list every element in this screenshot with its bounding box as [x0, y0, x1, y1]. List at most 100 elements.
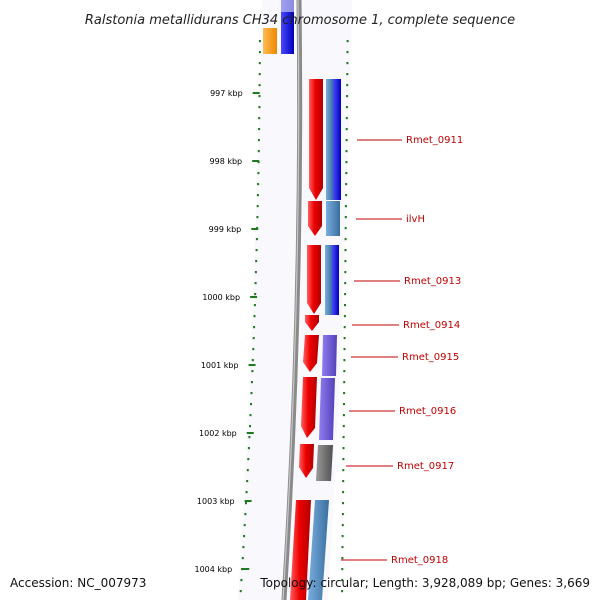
guide-dot-outer — [341, 546, 344, 549]
guide-dot-inner — [253, 304, 256, 307]
cds-arrow-rmet-0914[interactable] — [305, 315, 319, 331]
guide-dot-outer — [346, 84, 349, 87]
guide-dot-outer — [341, 513, 344, 516]
accession-text: Accession: NC_007973 — [10, 576, 146, 590]
guide-dot-inner — [241, 568, 244, 571]
guide-dot-inner — [251, 359, 254, 362]
guide-dot-outer — [341, 568, 344, 571]
guide-dot-outer — [345, 139, 348, 142]
guide-dot-inner — [244, 513, 247, 516]
guide-dot-inner — [255, 260, 258, 263]
gene-label[interactable]: Rmet_0915 — [402, 352, 459, 363]
guide-dot-inner — [254, 293, 257, 296]
gene-label[interactable]: Rmet_0911 — [406, 135, 463, 146]
guide-dot-inner — [249, 414, 252, 417]
cds-arrow-rmet-0917[interactable] — [299, 444, 314, 478]
ruler-tick-label: 1001 kbp — [201, 361, 239, 370]
gene-label[interactable]: Rmet_0917 — [397, 461, 454, 472]
guide-dot-inner — [258, 40, 261, 43]
guide-dot-inner — [243, 535, 246, 538]
guide-dot-inner — [247, 458, 250, 461]
sequence-backbone — [281, 0, 303, 600]
guide-dot-inner — [245, 502, 247, 505]
guide-dot-outer — [343, 326, 346, 329]
guide-dot-inner — [257, 183, 260, 186]
purple-feature-rmet-0915[interactable] — [322, 335, 337, 376]
orange-feature-top — [263, 28, 277, 54]
guide-dot-inner — [245, 491, 248, 494]
guide-dot-inner — [243, 524, 246, 527]
guide-dot-outer — [344, 227, 347, 230]
guide-dot-outer — [342, 414, 345, 417]
guide-dot-outer — [346, 73, 349, 76]
guide-dot-inner — [252, 337, 255, 340]
guide-dot-inner — [241, 557, 244, 560]
gene-label[interactable]: Rmet_0918 — [391, 555, 448, 566]
ruler-tick-label: 1003 kbp — [197, 497, 235, 506]
blue-feature-rmet-0911[interactable] — [333, 79, 341, 200]
ruler-tick-label: 1004 kbp — [195, 565, 233, 574]
guide-dot-outer — [341, 579, 344, 582]
guide-dot-outer — [341, 524, 344, 527]
guide-dot-tracks — [239, 40, 349, 593]
guide-dot-outer — [345, 117, 348, 120]
guide-dot-outer — [341, 557, 344, 560]
steel-feature-ilvh[interactable] — [326, 201, 340, 236]
cds-arrow-rmet-0918[interactable] — [290, 500, 311, 600]
guide-dot-inner — [257, 161, 260, 164]
cds-arrow-ilvh[interactable] — [308, 201, 322, 236]
guide-dot-outer — [345, 183, 348, 186]
guide-dot-inner — [256, 194, 259, 197]
steel-feature-rmet-0913[interactable] — [325, 245, 332, 315]
blue-feature-rmet-0913[interactable] — [332, 245, 339, 315]
guide-dot-outer — [343, 315, 346, 318]
gene-label[interactable]: ilvH — [406, 214, 425, 225]
guide-dot-outer — [341, 535, 344, 538]
guide-dot-inner — [250, 392, 253, 395]
guide-dot-outer — [342, 425, 345, 428]
guide-dot-inner — [248, 436, 251, 439]
guide-dot-inner — [257, 139, 260, 142]
steel-feature-rmet-0911[interactable] — [326, 79, 333, 200]
guide-dot-inner — [255, 249, 258, 252]
guide-dot-inner — [240, 579, 243, 582]
guide-dot-outer — [343, 381, 346, 384]
cds-arrow-rmet-0915[interactable] — [303, 335, 319, 372]
chart-title: Ralstonia metallidurans CH34 chromosome … — [85, 13, 515, 28]
guide-dot-inner — [258, 51, 261, 54]
guide-dot-inner — [239, 590, 242, 593]
guide-dot-inner — [258, 128, 261, 131]
guide-dot-outer — [342, 447, 345, 450]
guide-dot-inner — [252, 348, 255, 351]
guide-dot-inner — [253, 326, 256, 329]
guide-dot-outer — [344, 260, 347, 263]
cds-arrow-rmet-0916[interactable] — [301, 377, 317, 438]
guide-dot-inner — [250, 403, 252, 406]
guide-dot-outer — [345, 161, 348, 164]
gene-label[interactable]: Rmet_0916 — [399, 406, 456, 417]
purple-feature-rmet-0916[interactable] — [319, 378, 335, 440]
gene-label[interactable]: Rmet_0913 — [404, 276, 461, 287]
guide-dot-outer — [345, 106, 348, 109]
guide-dot-inner — [258, 95, 261, 98]
guide-dot-outer — [344, 249, 347, 252]
gene-label[interactable]: Rmet_0914 — [403, 320, 460, 331]
guide-dot-outer — [342, 491, 345, 494]
cds-arrow-rmet-0913[interactable] — [307, 245, 321, 314]
gray-feature-rmet-0917[interactable] — [316, 445, 333, 481]
guide-dot-outer — [341, 590, 344, 593]
guide-dot-inner — [258, 106, 261, 109]
ruler-tick-label: 998 kbp — [210, 157, 243, 166]
guide-dot-outer — [346, 62, 349, 65]
guide-dot-inner — [258, 84, 261, 87]
cds-arrow-rmet-0911[interactable] — [309, 79, 323, 200]
guide-dot-inner — [242, 546, 245, 549]
guide-dot-inner — [255, 238, 258, 241]
steel-feature-rmet-0918[interactable] — [308, 500, 329, 600]
gene-features — [290, 79, 341, 600]
guide-dot-outer — [343, 337, 346, 340]
guide-dot-outer — [346, 95, 349, 98]
guide-dot-outer — [342, 458, 345, 461]
sequence-backbone-highlight — [282, 0, 300, 600]
